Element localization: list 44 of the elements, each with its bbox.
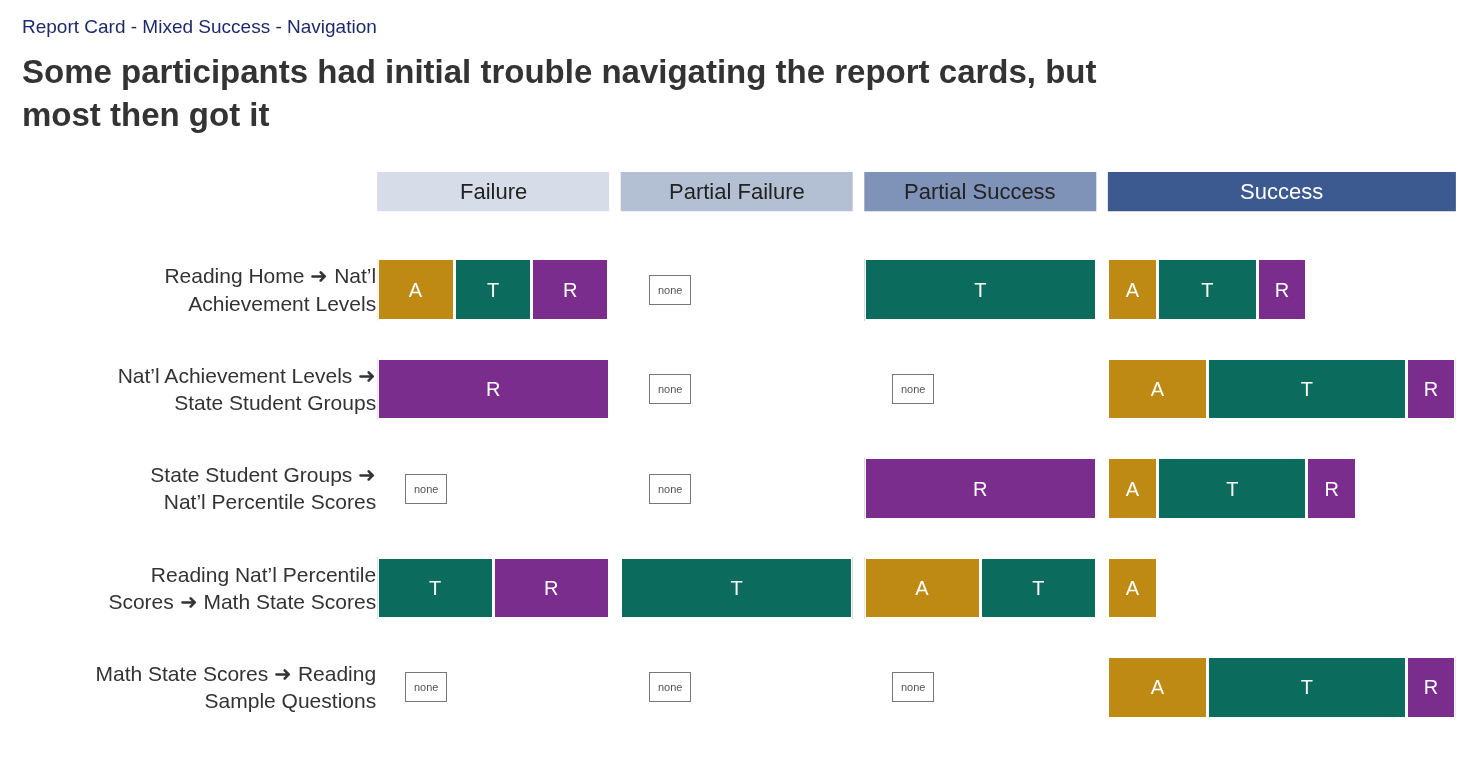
annotation: none [414,483,439,495]
series-label: A [915,576,930,599]
annotation: none [658,383,683,395]
annotation: none [658,681,683,693]
x-axis-title: Failure [460,179,528,204]
x-axis-title: Partial Success [904,179,1056,204]
text: A [1150,378,1164,401]
series-label: T [1032,576,1045,599]
series-label: R [543,576,559,599]
series-label: A [1125,278,1140,301]
annotation: none [901,681,926,693]
y-tick-label: Nat’l Achievement Levels ➜ State Student Groups [117,363,377,415]
series-label: T [429,576,442,599]
series-label: A [408,278,423,301]
text: R [563,278,578,301]
text: T [1300,378,1313,401]
text: R [485,378,501,401]
text: Report Card - Mixed Success - Navigation [22,16,377,37]
series-label: T [1226,477,1239,500]
annotation: none [658,483,683,495]
text: A [1125,477,1140,500]
annotation: none [901,383,926,395]
series-label: R [973,477,988,500]
text: T [486,278,500,301]
bar [377,356,610,422]
text: R [1423,676,1439,699]
annotation: none [414,681,439,693]
chart-title: Some participants had initial trouble navigating the report cards, but most then got it [22,53,1097,133]
text: T [1201,278,1214,301]
y-tick-label: Reading Home ➜ Nat’l Achievement Levels [164,264,377,315]
annotation: none [658,284,683,296]
text: R [1324,477,1340,500]
series-label: T [730,576,743,599]
series-label: R [1423,378,1439,401]
y-tick-label: Math State Scores ➜ Reading Sample Questions [95,662,377,713]
text: A [1150,676,1164,699]
text: R [1274,278,1290,301]
y-tick-label: State Student Groups ➜ Nat’l Percentile Scores [150,463,377,514]
text: T [1300,676,1313,699]
x-axis-title: Partial Failure [669,179,805,204]
text: T [974,278,987,301]
text: A [1125,576,1140,599]
x-axis-title: Success [1240,179,1324,204]
y-tick-label: Reading Nat’l Percentile Scores ➜ Math State Scores [108,562,377,613]
